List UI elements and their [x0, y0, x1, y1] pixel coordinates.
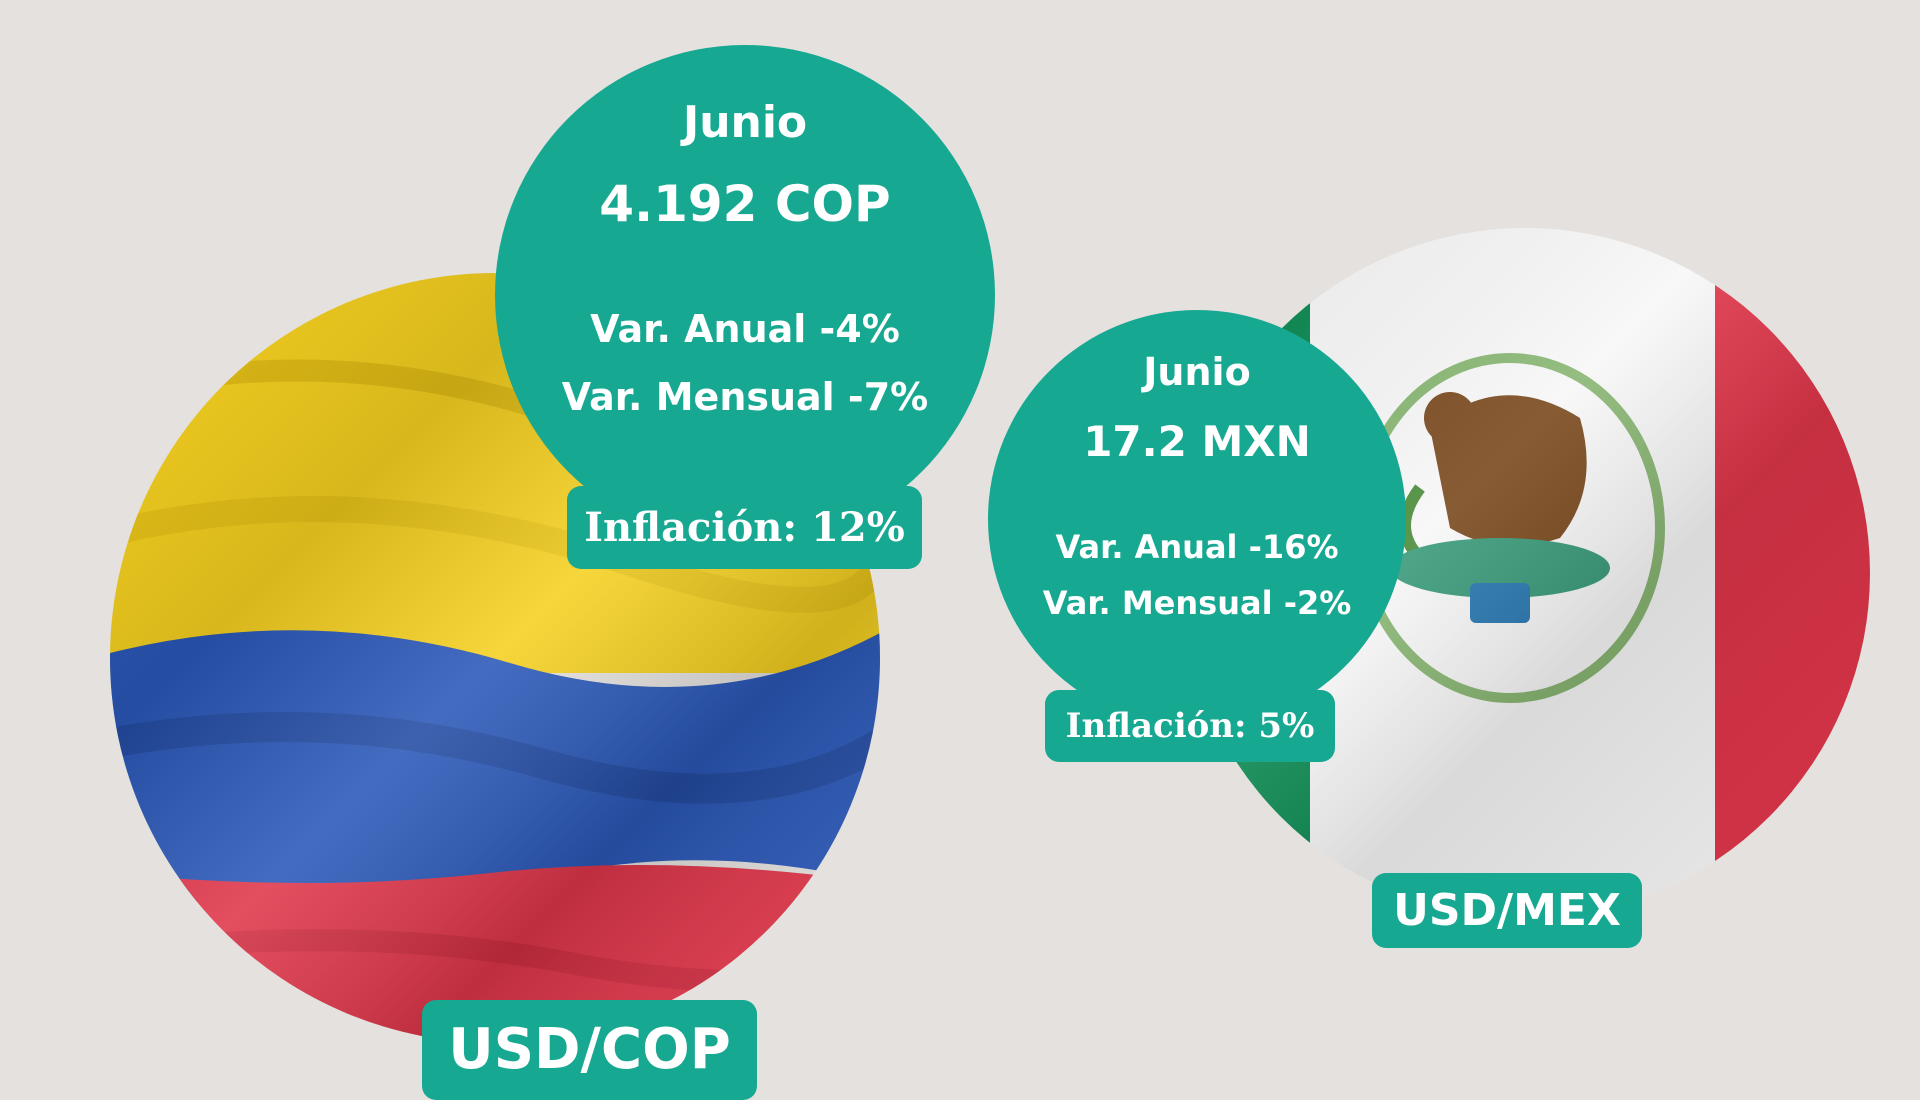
mexico-inflation-badge: Inflación: 5% [1045, 690, 1335, 762]
colombia-annual-change: Var. Anual -4% [590, 307, 900, 351]
colombia-rate-bubble: Junio 4.192 COP Var. Anual -4% Var. Mens… [495, 45, 995, 545]
mexico-annual-change: Var. Anual -16% [1055, 528, 1339, 566]
mexico-rate-bubble: Junio 17.2 MXN Var. Anual -16% Var. Mens… [988, 310, 1406, 728]
mexico-rate: 17.2 MXN [1083, 417, 1311, 466]
mexico-month: Junio [1143, 350, 1251, 394]
colombia-inflation-badge: Inflación: 12% [567, 486, 922, 569]
colombia-month: Junio [682, 97, 808, 148]
mexico-pair-label: USD/MEX [1372, 873, 1642, 948]
colombia-monthly-change: Var. Mensual -7% [561, 375, 929, 419]
colombia-pair-label: USD/COP [422, 1000, 757, 1100]
mexico-monthly-change: Var. Mensual -2% [1042, 584, 1352, 622]
colombia-rate: 4.192 COP [599, 175, 891, 233]
